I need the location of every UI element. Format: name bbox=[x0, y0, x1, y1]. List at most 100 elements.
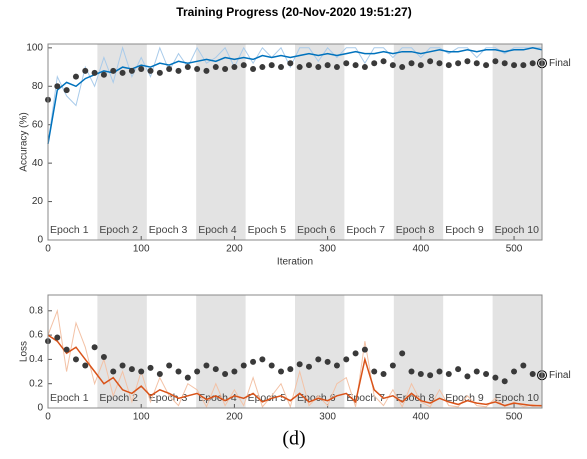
validation-point bbox=[352, 62, 359, 69]
axes-box bbox=[47, 294, 543, 409]
x-tick-label: 400 bbox=[412, 244, 429, 255]
epoch-band bbox=[492, 295, 542, 408]
validation-point bbox=[166, 362, 173, 369]
validation-point bbox=[240, 62, 247, 69]
epoch-label: Epoch 5 bbox=[248, 392, 287, 404]
y-tick-label: 60 bbox=[32, 119, 44, 130]
y-tick-label: 80 bbox=[32, 81, 44, 92]
validation-point bbox=[250, 358, 257, 365]
validation-point bbox=[222, 370, 229, 377]
epoch-label: Epoch 8 bbox=[396, 392, 435, 404]
validation-point bbox=[324, 62, 331, 69]
x-axis-label: Iteration bbox=[277, 257, 313, 268]
validation-point bbox=[278, 64, 285, 71]
validation-point bbox=[63, 346, 70, 353]
validation-point bbox=[436, 368, 443, 375]
epoch-band bbox=[393, 44, 444, 240]
x-tick-label: 500 bbox=[506, 412, 523, 423]
final-label: Final bbox=[549, 370, 571, 381]
validation-point bbox=[408, 60, 415, 67]
validation-point bbox=[250, 65, 257, 72]
validation-point bbox=[184, 374, 191, 381]
epoch-band bbox=[295, 44, 345, 240]
epoch-label: Epoch 5 bbox=[248, 224, 287, 236]
validation-point bbox=[147, 67, 154, 74]
validation-point bbox=[417, 370, 424, 377]
series-line bbox=[47, 334, 542, 407]
epoch-label: Epoch 1 bbox=[50, 392, 89, 404]
validation-point bbox=[464, 58, 471, 65]
epoch-label: Epoch 2 bbox=[99, 224, 138, 236]
validation-point bbox=[408, 368, 415, 375]
validation-point bbox=[380, 370, 387, 377]
validation-point bbox=[82, 67, 89, 74]
validation-point bbox=[455, 60, 462, 67]
y-axis-label: Accuracy (%) bbox=[19, 112, 30, 171]
validation-point bbox=[54, 83, 61, 90]
validation-point bbox=[380, 58, 387, 65]
validation-point bbox=[361, 346, 368, 353]
y-tick-label: 100 bbox=[26, 42, 43, 53]
epoch-label: Epoch 7 bbox=[346, 224, 385, 236]
validation-point bbox=[399, 64, 406, 71]
validation-point bbox=[240, 362, 247, 369]
validation-point bbox=[529, 60, 536, 67]
series-line bbox=[47, 308, 543, 409]
validation-point bbox=[128, 67, 135, 74]
validation-point bbox=[371, 60, 378, 67]
epoch-label: Epoch 4 bbox=[198, 392, 237, 404]
validation-point bbox=[389, 362, 396, 369]
x-tick-label: 0 bbox=[45, 244, 51, 255]
validation-point bbox=[119, 362, 126, 369]
validation-point bbox=[222, 65, 229, 72]
validation-point bbox=[399, 350, 406, 357]
epoch-label: Epoch 3 bbox=[149, 392, 188, 404]
x-tick-label: 100 bbox=[133, 244, 150, 255]
validation-point bbox=[138, 65, 145, 72]
validation-point bbox=[287, 60, 294, 67]
validation-point bbox=[483, 370, 490, 377]
epoch-band bbox=[295, 295, 345, 408]
epoch-band bbox=[492, 44, 542, 240]
validation-point bbox=[259, 64, 266, 71]
validation-point bbox=[445, 370, 452, 377]
validation-point bbox=[445, 62, 452, 69]
x-tick-label: 500 bbox=[506, 244, 523, 255]
validation-point bbox=[511, 62, 518, 69]
validation-point bbox=[175, 67, 182, 74]
y-tick-label: 0.2 bbox=[29, 378, 43, 389]
epoch-label: Epoch 4 bbox=[198, 224, 237, 236]
validation-point bbox=[529, 370, 536, 377]
validation-point bbox=[343, 60, 350, 67]
validation-point bbox=[520, 62, 527, 69]
y-tick-label: 0.6 bbox=[29, 330, 43, 341]
validation-point bbox=[119, 69, 126, 76]
validation-point bbox=[100, 71, 107, 78]
validation-point bbox=[63, 87, 70, 94]
validation-point bbox=[492, 374, 499, 381]
validation-point bbox=[147, 364, 154, 371]
x-tick-label: 200 bbox=[226, 412, 243, 423]
validation-point bbox=[54, 334, 61, 341]
validation-point bbox=[305, 62, 312, 69]
validation-point bbox=[483, 62, 490, 69]
validation-point bbox=[464, 373, 471, 380]
validation-point bbox=[371, 368, 378, 375]
epoch-label: Epoch 6 bbox=[297, 224, 336, 236]
validation-point bbox=[91, 69, 98, 76]
validation-point bbox=[231, 64, 238, 71]
validation-point bbox=[268, 62, 275, 69]
validation-point bbox=[231, 368, 238, 375]
epoch-label: Epoch 8 bbox=[396, 224, 435, 236]
validation-point bbox=[212, 64, 219, 71]
y-tick-label: 0 bbox=[37, 403, 43, 414]
validation-point bbox=[128, 366, 135, 373]
validation-point bbox=[259, 356, 266, 363]
validation-point bbox=[511, 368, 518, 375]
epoch-band bbox=[196, 295, 246, 408]
validation-point bbox=[278, 368, 285, 375]
validation-point bbox=[184, 64, 191, 71]
epoch-label: Epoch 10 bbox=[495, 224, 540, 236]
epoch-label: Epoch 2 bbox=[99, 392, 138, 404]
